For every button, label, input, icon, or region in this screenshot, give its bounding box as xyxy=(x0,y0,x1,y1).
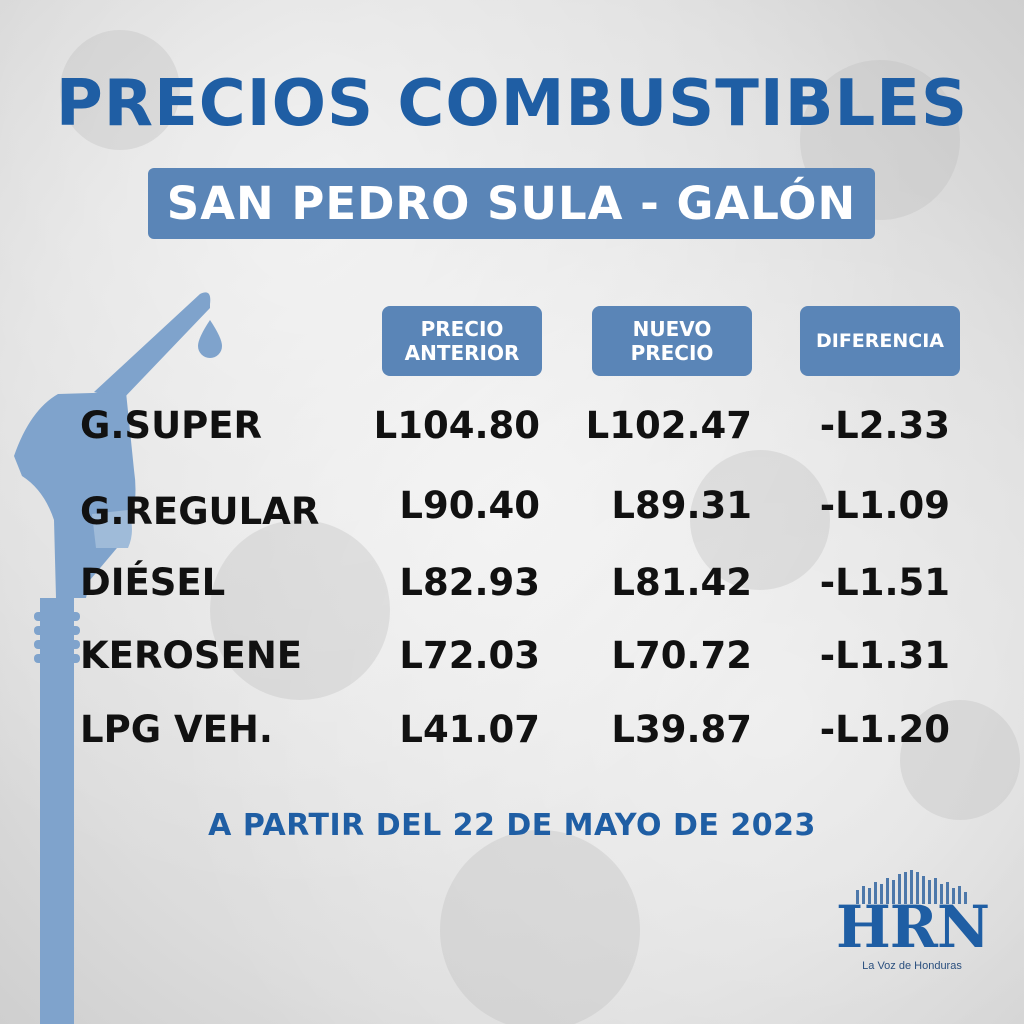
sound-bars-icon xyxy=(856,870,967,904)
new-price: L102.47 xyxy=(585,404,752,447)
fuel-name: LPG VEH. xyxy=(80,708,273,751)
column-header-label: DIFERENCIA xyxy=(815,330,945,352)
fuel-name: KEROSENE xyxy=(80,634,303,677)
table-row: LPG VEH. L41.07 L39.87 -L1.20 xyxy=(0,700,1024,760)
price-difference: -L1.20 xyxy=(819,708,950,751)
hrn-logo: HRN La Voz de Honduras xyxy=(836,868,990,978)
previous-price: L90.40 xyxy=(399,484,540,527)
table-row: G.REGULAR L90.40 L89.31 -L1.09 xyxy=(0,476,1024,536)
logo-tagline: La Voz de Honduras xyxy=(862,960,962,972)
new-price: L70.72 xyxy=(611,634,752,677)
previous-price: L41.07 xyxy=(399,708,540,751)
fuel-name: G.SUPER xyxy=(80,404,263,447)
effective-date: A PARTIR DEL 22 DE MAYO DE 2023 xyxy=(208,808,816,843)
fuel-name: DIÉSEL xyxy=(80,561,226,604)
subtitle-band: SAN PEDRO SULA - GALÓN xyxy=(148,168,875,239)
previous-price: L104.80 xyxy=(373,404,540,447)
fuel-nozzle-icon xyxy=(14,292,222,1024)
price-difference: -L1.51 xyxy=(819,561,950,604)
column-header-difference: DIFERENCIA xyxy=(800,306,960,376)
previous-price: L82.93 xyxy=(399,561,540,604)
table-row: DIÉSEL L82.93 L81.42 -L1.51 xyxy=(0,553,1024,613)
column-header-previous-price: PRECIO ANTERIOR xyxy=(382,306,542,376)
fuel-name: G.REGULAR xyxy=(80,490,320,533)
table-row: KEROSENE L72.03 L70.72 -L1.31 xyxy=(0,626,1024,686)
column-header-label: NUEVO PRECIO xyxy=(630,317,714,365)
price-difference: -L1.09 xyxy=(819,484,950,527)
page-title: PRECIOS COMBUSTIBLES xyxy=(55,67,969,141)
new-price: L81.42 xyxy=(611,561,752,604)
column-header-label: PRECIO ANTERIOR xyxy=(404,317,520,365)
table-row: G.SUPER L104.80 L102.47 -L2.33 xyxy=(0,396,1024,456)
price-difference: -L2.33 xyxy=(819,404,950,447)
subtitle: SAN PEDRO SULA - GALÓN xyxy=(166,177,857,230)
price-difference: -L1.31 xyxy=(819,634,950,677)
column-header-new-price: NUEVO PRECIO xyxy=(592,306,752,376)
new-price: L89.31 xyxy=(611,484,752,527)
previous-price: L72.03 xyxy=(399,634,540,677)
new-price: L39.87 xyxy=(611,708,752,751)
logo-wordmark: HRN xyxy=(836,893,990,961)
